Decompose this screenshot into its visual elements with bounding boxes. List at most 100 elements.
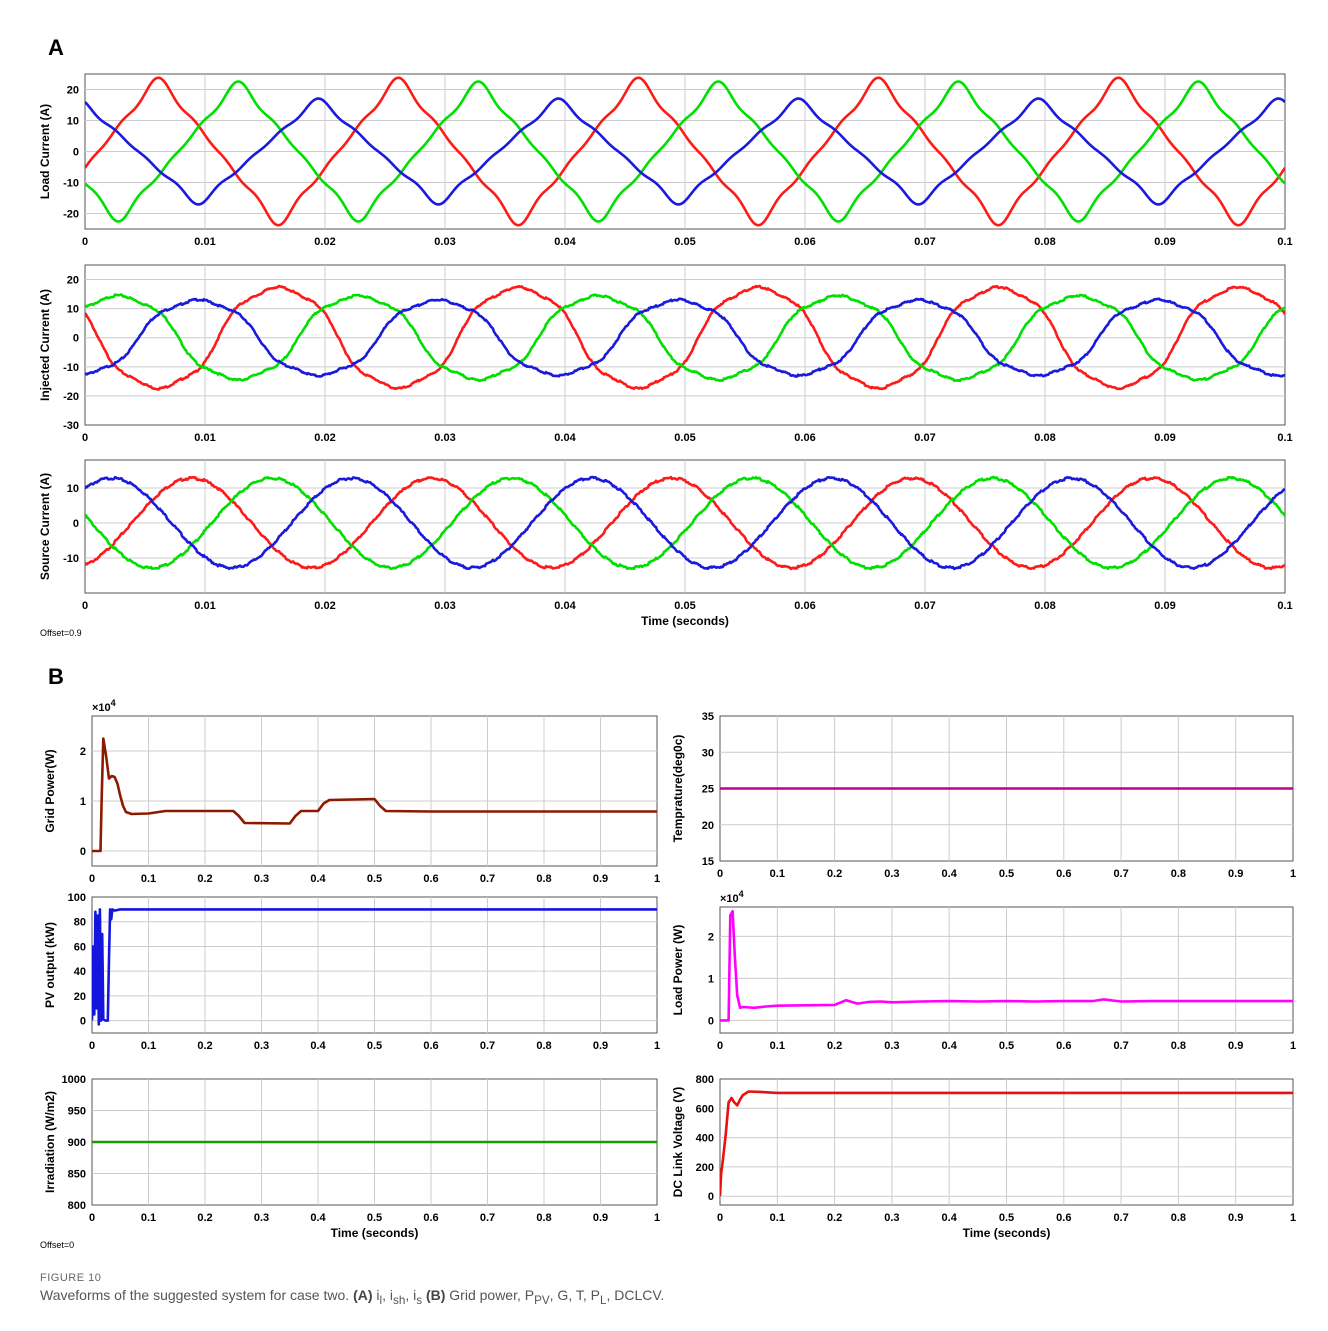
x-tick-label: 0.8 [1171,1212,1186,1224]
y-axis-label: Source Current (A) [38,473,52,580]
series-line-grid_power [92,737,657,853]
x-tick-label: 1 [1290,1040,1296,1052]
x-tick-label: 0.05 [674,600,695,612]
x-tick-label: 0.1 [141,873,156,885]
y-tick-label: -20 [63,391,79,403]
x-axis-label: Time (seconds) [963,1226,1051,1240]
y-tick-label: 40 [74,966,86,978]
x-tick-label: 0.4 [942,868,958,880]
caption-b-text-2: , G, T, P [549,1287,600,1303]
x-tick-label: 0.06 [794,432,815,444]
exponent-label: ×104 [720,889,744,905]
x-tick-label: 0.4 [942,1040,958,1052]
x-tick-label: 0.5 [367,1040,382,1052]
caption-b-sub-1: PV [534,1293,550,1307]
caption-a-item: il [376,1287,383,1307]
x-tick-label: 0.7 [480,1040,495,1052]
x-tick-label: 0.02 [314,236,335,248]
y-tick-label: 2 [708,931,714,943]
x-tick-label: 0.08 [1034,600,1055,612]
caption-b-label: (B) [425,1287,446,1303]
x-tick-label: 0.5 [367,1212,382,1224]
caption-b-text-3: , DCLCV. [606,1287,665,1303]
y-tick-label: -20 [63,209,79,221]
x-tick-label: 0.9 [1228,1040,1243,1052]
y-tick-label: -10 [63,362,79,374]
x-tick-label: 0 [717,1040,723,1052]
x-tick-label: 0.3 [884,868,899,880]
series-line-phase_c [85,297,1285,378]
series-line-dc_link [720,1090,1293,1197]
y-tick-label: 1 [708,973,714,985]
chart-3: 0 0.01 0.02 0.03 0.04 0.05 0.06 0.07 0.08 0.09 0.1… [38,459,1293,628]
y-tick-label: 60 [74,941,86,953]
x-tick-label: 0.5 [999,868,1014,880]
caption-a-item-sub: l [379,1293,383,1307]
x-tick-label: 0.4 [310,1212,326,1224]
series-line-load_power [720,909,1293,1022]
x-tick-label: 0.07 [914,600,935,612]
offset-label-a: Offset=0.9 [40,628,82,638]
y-tick-label: 800 [696,1074,714,1086]
x-tick-label: 0.9 [1228,868,1243,880]
x-tick-label: 0.7 [1113,868,1128,880]
x-tick-label: 0 [89,1040,95,1052]
x-tick-label: 0.6 [423,1212,438,1224]
y-tick-label: 80 [74,917,86,929]
y-tick-label: 600 [696,1103,714,1115]
series-line-phase_c [85,97,1285,206]
y-tick-label: 30 [702,747,714,759]
x-tick-label: 0 [82,236,88,248]
x-tick-label: 0.4 [310,1040,326,1052]
caption-text: Waveforms of the suggested system for ca… [40,1287,1300,1307]
x-axis-label: Time (seconds) [641,614,729,628]
x-tick-label: 0.04 [554,600,576,612]
x-tick-label: 0.3 [884,1040,899,1052]
x-tick-label: 0.07 [914,236,935,248]
x-tick-label: 0.01 [194,600,215,612]
x-tick-label: 0.03 [434,236,455,248]
x-tick-label: 0.05 [674,236,695,248]
x-tick-label: 0 [89,873,95,885]
x-tick-label: 0.9 [593,1212,608,1224]
x-tick-label: 0.8 [1171,868,1186,880]
y-tick-label: 0 [73,518,79,530]
y-tick-label: -10 [63,553,79,565]
x-tick-label: 0.04 [554,236,576,248]
x-tick-label: 0 [717,868,723,880]
y-tick-label: 25 [702,784,714,796]
series-line-phase_a [85,475,1285,571]
y-tick-label: 0 [73,333,79,345]
y-tick-label: 15 [702,856,714,868]
caption-a-item: ish [389,1287,406,1307]
x-tick-label: 0.1 [770,1212,785,1224]
x-tick-label: 1 [654,1040,660,1052]
caption-a-item-sub: sh [393,1293,406,1307]
x-tick-label: 0.9 [593,873,608,885]
chart-5: 0 0.1 0.2 0.3 0.4 0.5 0.6 0.7 0.8 0.9 1 35 30 25 20 15 T… [671,711,1296,880]
caption-a-item: is [413,1287,423,1307]
y-tick-label: -30 [63,420,79,432]
y-tick-label: 1 [80,796,86,808]
x-tick-label: 0.2 [197,873,212,885]
y-tick-label: 35 [702,711,714,723]
x-tick-label: 0.8 [536,1040,551,1052]
x-tick-label: 0.6 [423,1040,438,1052]
x-tick-label: 0.1 [770,868,785,880]
y-tick-label: -10 [63,178,79,190]
y-tick-label: 0 [708,1191,714,1203]
series-line-phase_c [85,475,1285,571]
chart-8: 0 0.1 0.2 0.3 0.4 0.5 0.6 0.7 0.8 0.9 1 1000 950 900 8… [43,1074,660,1240]
x-tick-label: 0.08 [1034,236,1055,248]
chart-6: 0 0.1 0.2 0.3 0.4 0.5 0.6 0.7 0.8 0.9 1 100 80 60 40 20… [43,892,660,1052]
x-tick-label: 0.4 [942,1212,958,1224]
caption-b-text-1: Grid power, P [445,1287,535,1303]
x-tick-label: 0.09 [1154,432,1175,444]
chart-9: 0 0.1 0.2 0.3 0.4 0.5 0.6 0.7 0.8 0.9 1 800 600 400 20… [671,1074,1296,1240]
y-tick-label: 20 [67,275,79,287]
x-tick-label: 0.4 [310,873,326,885]
y-tick-label: 800 [68,1200,86,1212]
series-line-phase_b [85,80,1285,223]
y-tick-label: 2 [80,746,86,758]
y-tick-label: 0 [708,1015,714,1027]
